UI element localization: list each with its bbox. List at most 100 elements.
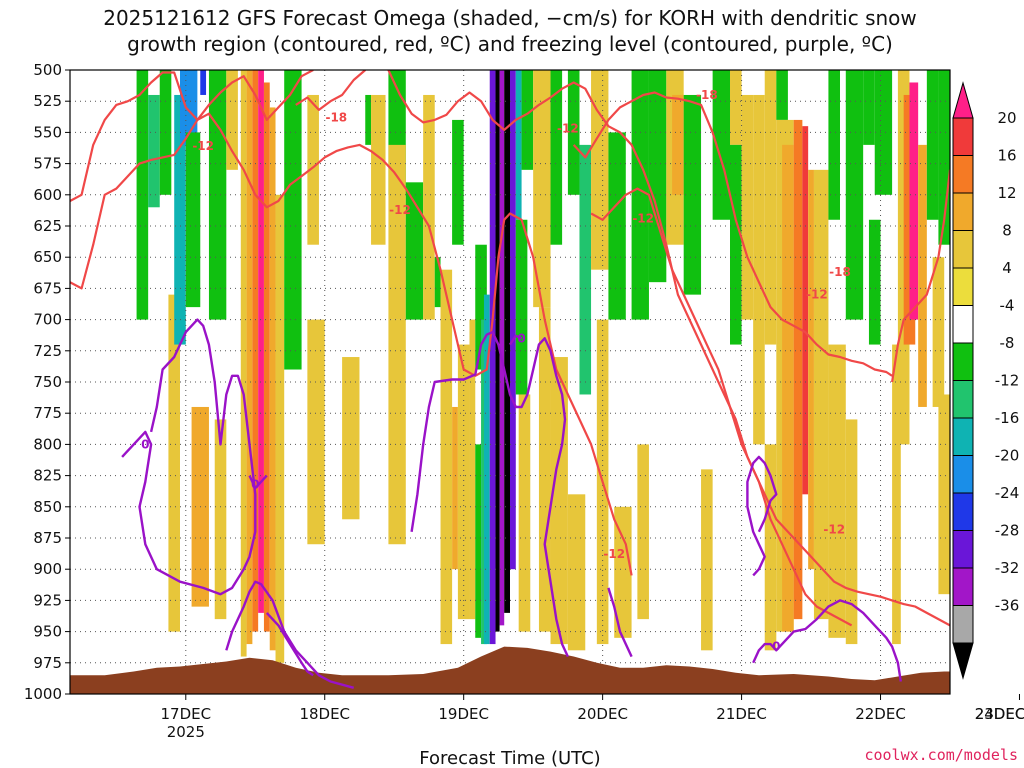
x-tick-label-22DEC: 22DEC <box>855 705 906 723</box>
omega-band-36 <box>475 244 487 370</box>
y-tick-label-775: 775 <box>33 404 62 422</box>
omega-band-35 <box>469 319 476 620</box>
y-tick-label-825: 825 <box>33 467 62 485</box>
dgz-contour-label: -12 <box>603 547 625 561</box>
colorbar-segment <box>952 530 974 569</box>
omega-band-78 <box>802 126 809 495</box>
dgz-contour-label: -12 <box>632 212 654 226</box>
omega-band-46 <box>515 219 528 395</box>
omega-band-1 <box>148 94 160 208</box>
colorbar-label: 20 <box>997 109 1016 127</box>
dgz-contour-4 <box>572 91 893 377</box>
freezing-contour-0 <box>121 318 257 596</box>
y-tick-label-500: 500 <box>33 61 62 79</box>
dgz-contour-label: -18 <box>696 88 718 102</box>
colorbar-segment <box>952 117 974 156</box>
omega-band-40 <box>489 70 496 645</box>
omega-band-86 <box>868 219 881 345</box>
freezing-contour-8 <box>752 599 902 682</box>
omega-band-73 <box>764 444 777 651</box>
colorbar-segment <box>952 155 974 194</box>
dgz-contour-5 <box>590 187 950 627</box>
freezing-contour-2 <box>248 474 268 490</box>
colorbar-label: -16 <box>995 409 1020 427</box>
omega-band-67 <box>712 70 730 220</box>
omega-band-28 <box>405 182 424 320</box>
omega-band-65 <box>683 94 702 295</box>
omega-band-49 <box>533 70 551 308</box>
omega-band-27 <box>388 319 406 545</box>
freezing-level-contours <box>121 318 902 689</box>
chart-title-line-2: growth region (contoured, red, ºC) and f… <box>127 32 893 56</box>
omega-band-96 <box>938 394 950 595</box>
omega-band-87 <box>874 70 893 195</box>
omega-band-84 <box>845 419 858 645</box>
omega-band-53 <box>567 70 580 195</box>
omega-band-34 <box>457 344 470 620</box>
ground-terrain <box>70 646 950 694</box>
omega-shading <box>136 70 950 663</box>
chart-title-line-1: 2025121612 GFS Forecast Omega (shaded, −… <box>103 6 917 30</box>
freezing-contour-label: 0 <box>772 640 780 654</box>
omega-band-48 <box>521 70 534 170</box>
freezing-contour-label: 0 <box>141 437 149 451</box>
omega-band-54 <box>567 494 586 651</box>
y-tick-label-850: 850 <box>33 498 62 516</box>
y-tick-label-650: 650 <box>33 248 62 266</box>
omega-band-13 <box>246 70 253 645</box>
colorbar-label: -24 <box>995 484 1020 502</box>
omega-band-29 <box>423 94 435 320</box>
omega-band-31 <box>440 269 453 645</box>
omega-band-90 <box>903 94 916 345</box>
dgz-contour-0 <box>70 70 314 202</box>
y-tick-label-900: 900 <box>33 560 62 578</box>
colorbar-label: -32 <box>995 559 1020 577</box>
omega-band-71 <box>753 94 765 445</box>
omega-band-42 <box>499 70 505 626</box>
colorbar-label: -28 <box>995 522 1020 540</box>
omega-band-3 <box>168 294 180 632</box>
colorbar-min-triangle <box>952 642 974 680</box>
omega-band-81 <box>828 70 840 220</box>
freezing-contour-4 <box>410 330 569 658</box>
freezing-contour-5 <box>508 334 523 346</box>
colorbar-label: -8 <box>1000 334 1015 352</box>
omega-band-39 <box>483 294 490 645</box>
omega-band-22 <box>342 357 360 520</box>
omega-band-23 <box>365 94 372 145</box>
x-tick-label-23DEC: 23DEC <box>975 705 1024 723</box>
omega-band-79 <box>808 169 814 570</box>
colorbar-segment <box>952 267 974 306</box>
omega-band-76 <box>782 144 794 632</box>
colorbar-segment <box>952 455 974 494</box>
omega-band-74 <box>776 70 788 120</box>
omega-band-43 <box>504 70 510 613</box>
omega-band-50 <box>538 307 551 632</box>
dgz-contour-label: -12 <box>806 288 828 302</box>
colorbar-label: 12 <box>997 184 1016 202</box>
colorbar-label: 8 <box>1002 222 1012 240</box>
omega-band-85 <box>863 70 875 145</box>
x-tick-label-21DEC: 21DEC <box>716 705 767 723</box>
y-tick-label-1000: 1000 <box>24 685 62 703</box>
freezing-contour-label: 0 <box>251 477 259 491</box>
omega-band-80 <box>813 169 829 620</box>
y-tick-label-800: 800 <box>33 435 62 453</box>
omega-band-21 <box>307 319 325 545</box>
x-tick-label-17DEC: 17DEC <box>160 705 211 723</box>
x-axis-year-label: 2025 <box>167 723 205 741</box>
colorbar-segment <box>952 417 974 456</box>
dgz-contour-label: -12 <box>557 122 579 136</box>
y-tick-label-875: 875 <box>33 529 62 547</box>
omega-band-26 <box>388 144 406 320</box>
omega-band-16 <box>263 82 270 632</box>
omega-band-95 <box>938 70 950 245</box>
colorbar-segment <box>952 230 974 269</box>
omega-band-69 <box>730 144 742 345</box>
colorbar-segment <box>952 567 974 606</box>
omega-band-18 <box>275 194 285 663</box>
omega-band-11 <box>226 70 238 170</box>
colorbar-label: 4 <box>1002 259 1012 277</box>
y-tick-label-700: 700 <box>33 311 62 329</box>
